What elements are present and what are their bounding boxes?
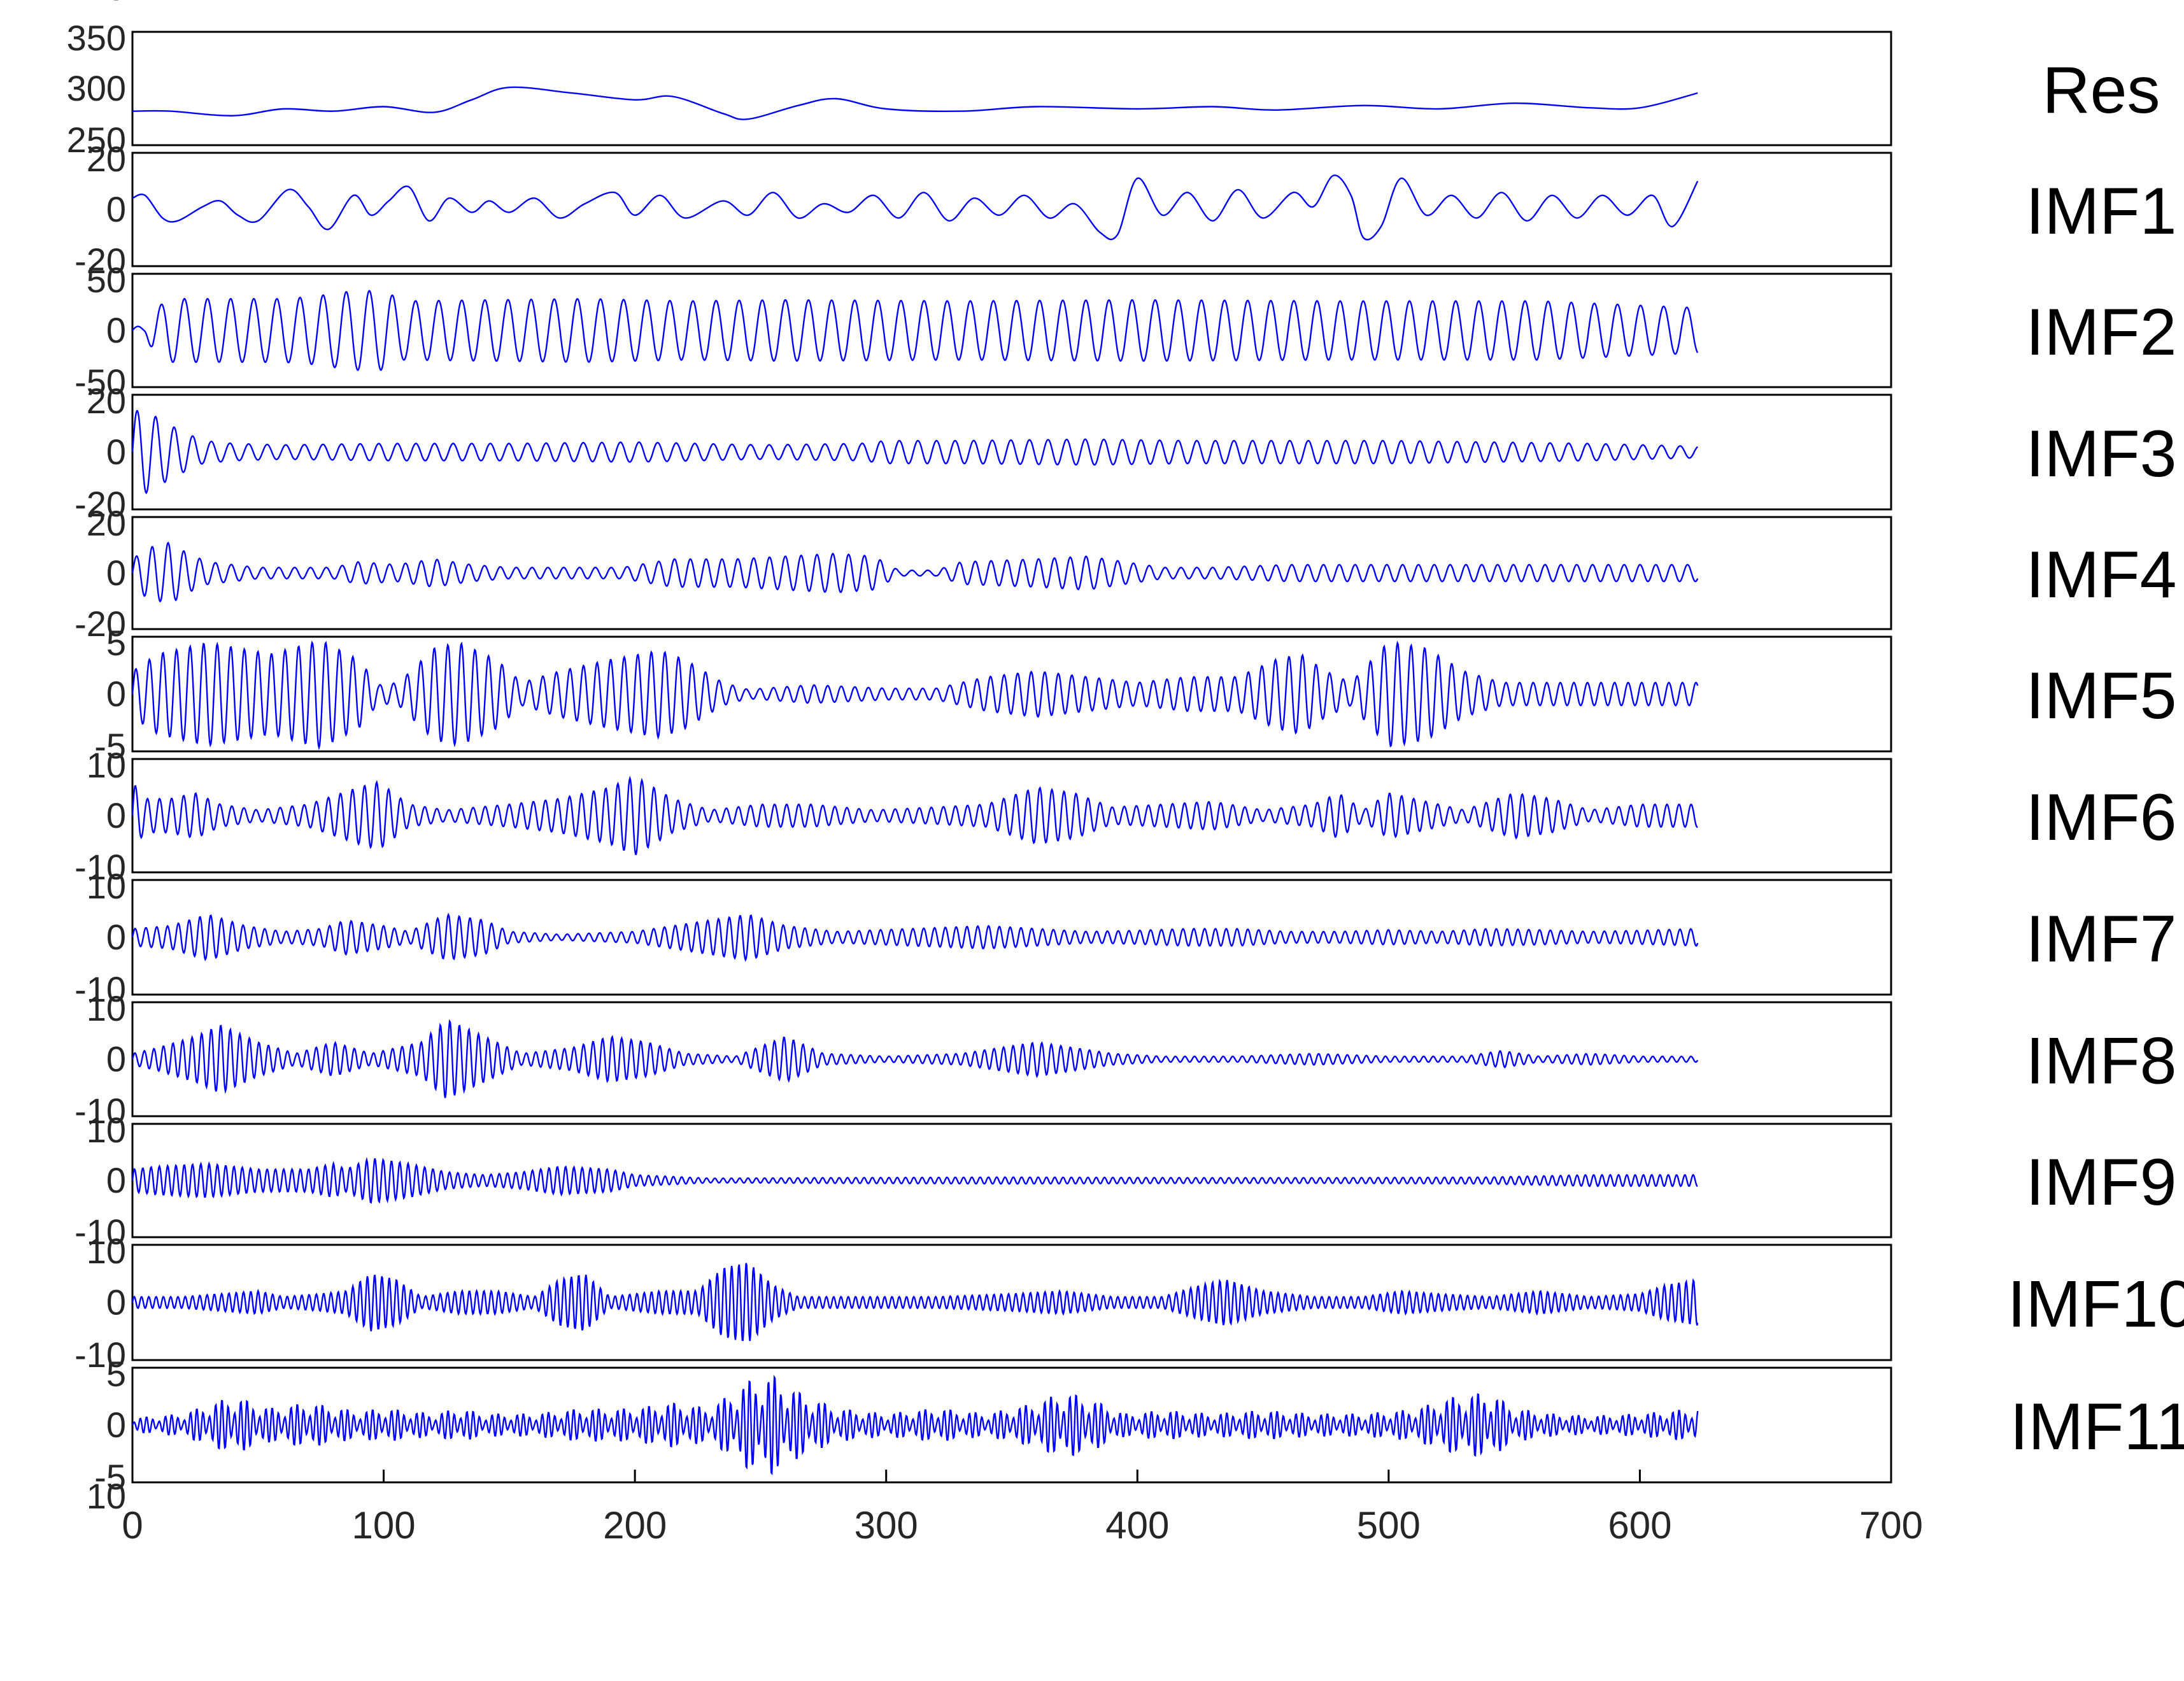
panel-label: Res (2043, 53, 2160, 127)
panel-label: IMF12 (2008, 0, 2184, 15)
series-imf3 (131, 410, 1699, 495)
series-res (132, 86, 1698, 120)
y-tick-label: -10 (74, 847, 126, 887)
x-tick-label: 700 (1859, 1504, 1923, 1547)
panel-frame (131, 394, 1892, 511)
y-tick-label: 5 (106, 623, 126, 663)
panel-imf5: 5 0 -5 IMF5 (94, 623, 2176, 766)
y-tick-label: 0 (106, 553, 126, 593)
y-tick-label: 0 (106, 1282, 126, 1323)
y-tick-label: 0 (106, 1405, 126, 1445)
series-imf10 (131, 1263, 1699, 1342)
panel-frame (131, 879, 1892, 996)
series-imf6 (131, 776, 1698, 855)
panel-label: IMF6 (2026, 781, 2177, 855)
panel-label: IMF11 (2010, 1390, 2184, 1464)
y-tick-label: 10 (87, 988, 126, 1028)
panel-imf4: 20 0 -20 IMF4 (74, 503, 2176, 644)
panel-imf3: 20 0 -20 IMF3 (74, 381, 2176, 524)
x-tick-label: 500 (1357, 1504, 1421, 1547)
panel-res: 350 300 250 Res (67, 18, 2160, 160)
y-tick-label: 250 (67, 120, 126, 160)
y-tick-label: 0 (106, 917, 126, 957)
panel-imf1: 20 0 -20 IMF1 (74, 139, 2176, 281)
y-tick-label: 10 (87, 1476, 126, 1516)
y-tick-label: -5 (94, 1457, 126, 1497)
panel-label: IMF8 (2026, 1025, 2177, 1098)
y-tick-label: 0 (106, 795, 126, 835)
y-tick-label: -10 (74, 0, 126, 8)
y-tick-label: 0 (106, 674, 126, 714)
y-tick-label: 20 (87, 503, 126, 543)
series-imf7 (131, 912, 1699, 962)
y-tick-label: -10 (74, 1212, 126, 1252)
panel-imf11: 5 0 -5 IMF11 (94, 1354, 2184, 1497)
y-tick-label: -20 (74, 241, 126, 281)
panel-label: IMF5 (2026, 659, 2177, 733)
panel-frame (131, 152, 1892, 267)
y-tick-label: 0 (106, 432, 126, 472)
series-imf8 (131, 1019, 1699, 1098)
series-imf11 (131, 1375, 1699, 1475)
y-tick-label: 10 (87, 1110, 126, 1150)
y-tick-label: 0 (106, 310, 126, 350)
panel-frame (131, 1244, 1892, 1361)
series-imf5 (131, 640, 1699, 751)
panel-label: IMF10 (2008, 1268, 2184, 1342)
panel-imf9: 10 0 -10 IMF9 (74, 1110, 2176, 1252)
panel-imf2: 50 0 -50 IMF2 (74, 260, 2176, 402)
x-tick-label: 0 (122, 1504, 143, 1547)
series-imf4 (131, 541, 1699, 603)
x-tick-label: 200 (603, 1504, 667, 1547)
panel-label: IMF2 (2026, 295, 2177, 369)
y-tick-label: 0 (106, 0, 126, 8)
series-imf9 (131, 1156, 1698, 1204)
y-tick-label: 0 (106, 1039, 126, 1079)
x-tick-label: 400 (1105, 1504, 1169, 1547)
panel-frame (131, 516, 1892, 630)
panel-frame (131, 273, 1892, 388)
series-imf2 (132, 290, 1699, 371)
y-tick-label: -20 (74, 604, 126, 644)
panel-label: IMF3 (2026, 417, 2177, 491)
panel-label: IMF4 (2026, 538, 2177, 612)
y-tick-label: 20 (87, 139, 126, 179)
panel-label: IMF9 (2026, 1145, 2177, 1219)
y-tick-label: 300 (67, 68, 126, 108)
y-tick-label: -50 (74, 362, 126, 402)
panel-label: IMF7 (2026, 902, 2177, 976)
panel-frame (131, 31, 1892, 146)
y-tick-label: 20 (87, 381, 126, 421)
y-tick-label: -10 (74, 1091, 126, 1131)
y-tick-label: 0 (106, 1160, 126, 1200)
y-tick-label: -20 (74, 484, 126, 524)
x-tick-label: 100 (352, 1504, 416, 1547)
x-axis: 0 100 200 300 400 500 600 700 (122, 1470, 1923, 1547)
panel-imf12: 100-10IMF12 (74, 0, 2184, 1516)
y-tick-label: -5 (94, 726, 126, 766)
y-tick-label: 0 (106, 189, 126, 229)
panel-imf8: 10 0 -10 IMF8 (74, 988, 2176, 1131)
y-tick-label: -10 (74, 1335, 126, 1375)
x-tick-label: 300 (854, 1504, 918, 1547)
series-imf1 (132, 174, 1699, 241)
subplot-stack: 350300250Res200-20IMF1500-50IMF2200-20IM… (67, 0, 2184, 1516)
y-tick-label: 10 (87, 1231, 126, 1271)
panel-imf7: 10 0 -10 IMF7 (74, 866, 2176, 1009)
y-tick-label: 10 (87, 745, 126, 785)
panel-label: IMF1 (2026, 174, 2177, 248)
y-tick-label: 50 (87, 260, 126, 300)
x-tick-label: 600 (1608, 1504, 1671, 1547)
panel-imf6: 10 0 -10 IMF6 (74, 745, 2176, 887)
panel-imf10: 10 0 -10 IMF10 (74, 1231, 2184, 1375)
y-tick-label: 5 (106, 1354, 126, 1394)
y-tick-label: 10 (87, 866, 126, 906)
y-tick-label: -10 (74, 969, 126, 1009)
y-tick-label: 350 (67, 18, 126, 58)
